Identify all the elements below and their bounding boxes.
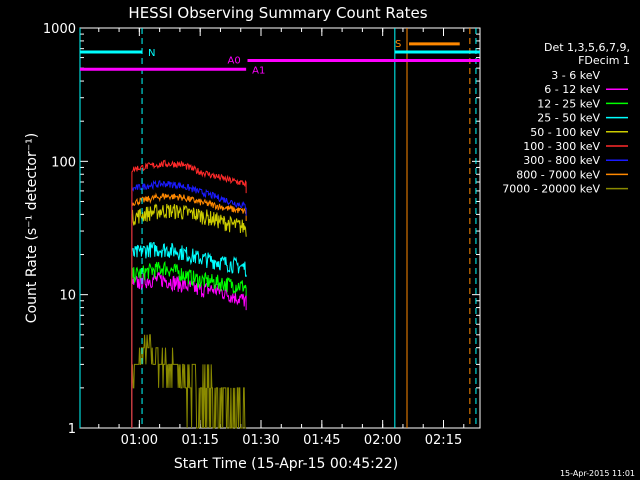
flag-label-3: S xyxy=(395,39,401,50)
series-line-6 xyxy=(131,179,247,428)
series-line-4 xyxy=(131,203,247,428)
x-tick-label: 01:00 xyxy=(121,433,158,448)
x-axis-label: Start Time (15-Apr-15 00:45:22) xyxy=(174,456,398,472)
x-tick-label: 02:15 xyxy=(425,433,462,448)
chart-title: HESSI Observing Summary Count Rates xyxy=(128,4,427,22)
flag-label-0: N xyxy=(148,48,155,59)
legend-entry: 12 - 25 keV xyxy=(537,97,600,110)
legend-header: FDecim 1 xyxy=(578,54,630,67)
y-axis-label: Count Rate (s⁻¹ detector⁻¹) xyxy=(24,133,40,323)
series-line-0 xyxy=(131,282,247,428)
legend-entry: 3 - 6 keV xyxy=(551,69,600,82)
legend-header: Det 1,3,5,6,7,9, xyxy=(544,41,630,54)
flag-label-2: A1 xyxy=(252,65,265,76)
legend-entry: 50 - 100 keV xyxy=(530,126,600,139)
series-line-3 xyxy=(131,242,247,428)
x-tick-label: 01:15 xyxy=(181,433,218,448)
y-tick-label: 100 xyxy=(51,155,76,170)
flag-label-1: A0 xyxy=(227,56,240,67)
footer-timestamp: 15-Apr-2015 11:01 xyxy=(560,469,635,478)
x-tick-label: 02:00 xyxy=(364,433,401,448)
legend-entry: 300 - 800 keV xyxy=(523,154,600,167)
legend-entry: 100 - 300 keV xyxy=(523,140,600,153)
y-tick-label: 10 xyxy=(59,289,76,304)
legend-entry: 7000 - 20000 keV xyxy=(502,183,600,196)
legend-entry: 6 - 12 keV xyxy=(544,83,600,96)
y-tick-label: 1 xyxy=(68,422,76,437)
legend-entry: 800 - 7000 keV xyxy=(516,168,600,181)
series-line-7 xyxy=(131,192,247,428)
series-line-5 xyxy=(131,159,247,428)
series-line-2 xyxy=(131,260,247,428)
legend-entry: 25 - 50 keV xyxy=(537,112,600,125)
series-line-8 xyxy=(131,334,247,429)
x-tick-label: 01:30 xyxy=(242,433,279,448)
x-tick-label: 01:45 xyxy=(303,433,340,448)
y-tick-label: 1000 xyxy=(43,22,76,37)
